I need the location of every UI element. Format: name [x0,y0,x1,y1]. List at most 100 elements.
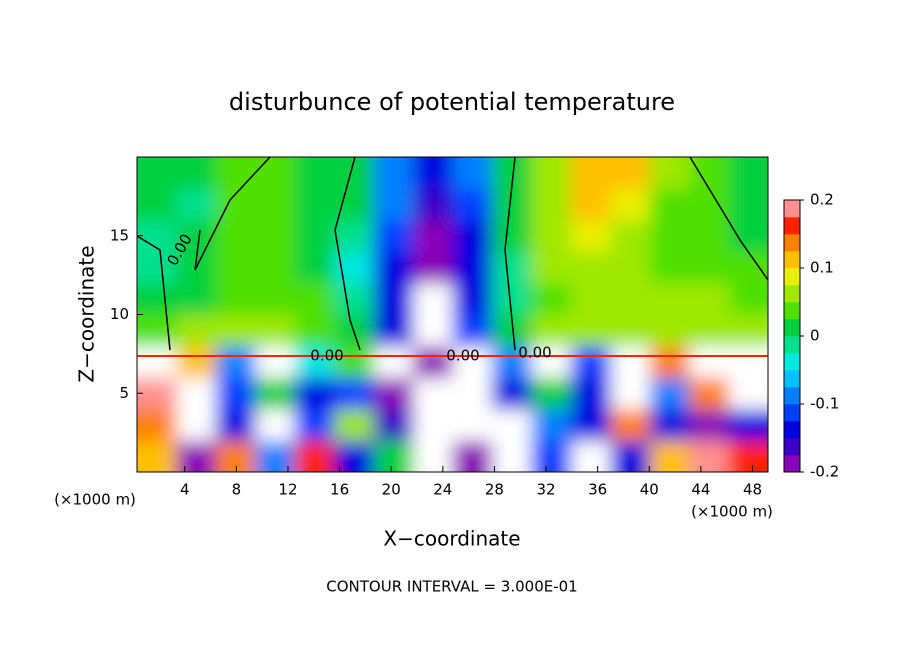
colorbar-swatch [784,353,800,371]
cell [413,220,453,252]
cell [531,283,572,315]
cell [334,440,375,472]
cell [728,283,768,315]
cell [137,283,177,315]
cell [610,440,651,472]
cell [334,283,375,315]
cell [176,220,217,252]
cell [334,346,375,378]
colorbar-swatch [784,200,800,218]
cell [255,220,296,252]
contour-label: 0.00 [518,344,551,362]
cell [255,283,296,315]
cell [452,409,493,441]
cell [373,283,414,315]
cell [413,157,453,189]
cell [649,346,690,378]
field [137,157,768,472]
cell [728,157,768,189]
cell [491,283,532,315]
colorbar-swatch [784,234,800,252]
cell [294,251,335,284]
cell [728,346,768,378]
cell [610,346,651,378]
cell [373,346,414,378]
cell [571,251,612,284]
cell [413,409,453,441]
cell [334,377,375,410]
cell [137,409,177,441]
cell [728,377,768,410]
cell [649,220,690,252]
colorbar-swatch [784,387,800,405]
cell [531,314,572,347]
cell [728,440,768,472]
cell [452,220,493,252]
cell [689,251,730,284]
cell [689,377,730,410]
cell [294,440,335,472]
cell [571,283,612,315]
cell [137,220,177,252]
x-tick-label: 40 [640,481,659,499]
cell [571,440,612,472]
cell [491,377,532,410]
cell [255,314,296,347]
cell [452,314,493,347]
cell [215,157,256,189]
cell [137,346,177,378]
colorbar-swatch [784,421,800,439]
cell [137,377,177,410]
cell [452,251,493,284]
cell [334,409,375,441]
cell [610,220,651,252]
colorbar-swatch [784,438,800,456]
cell [491,346,532,378]
cell [571,314,612,347]
cell [649,157,690,189]
cell [215,346,256,378]
cell [215,283,256,315]
cell [689,409,730,441]
cell [689,220,730,252]
cell [255,409,296,441]
colorbar-swatch [784,268,800,286]
cell [728,314,768,347]
colorbar-tick-label: 0 [810,327,820,345]
cell [373,188,414,221]
cell [334,188,375,221]
cell [531,377,572,410]
cell [649,314,690,347]
cell [728,188,768,221]
cell [689,157,730,189]
colorbar-swatch [784,285,800,303]
cell [176,188,217,221]
cells [137,157,768,472]
contour-line [137,157,768,351]
cell [413,377,453,410]
cell [373,220,414,252]
cell [413,314,453,347]
cell [255,440,296,472]
cell [571,188,612,221]
cell [689,314,730,347]
colorbar-swatch [784,336,800,354]
cell [571,220,612,252]
cell [373,377,414,410]
cell [610,251,651,284]
cell [215,377,256,410]
cell [294,377,335,410]
x-tick-label: 12 [278,481,297,499]
colorbar-swatch [784,404,800,422]
cell [571,409,612,441]
y-tick-label: 15 [110,226,129,244]
contour-label: 0.00 [446,347,479,365]
y-tick-label: 10 [110,305,129,323]
cell [137,314,177,347]
chart-title: disturbunce of potential temperature [229,88,675,116]
x-axis-label: X−coordinate [383,527,520,551]
x-tick-label: 24 [433,481,452,499]
cell [413,440,453,472]
colorbar-swatch [784,302,800,320]
cell [689,440,730,472]
